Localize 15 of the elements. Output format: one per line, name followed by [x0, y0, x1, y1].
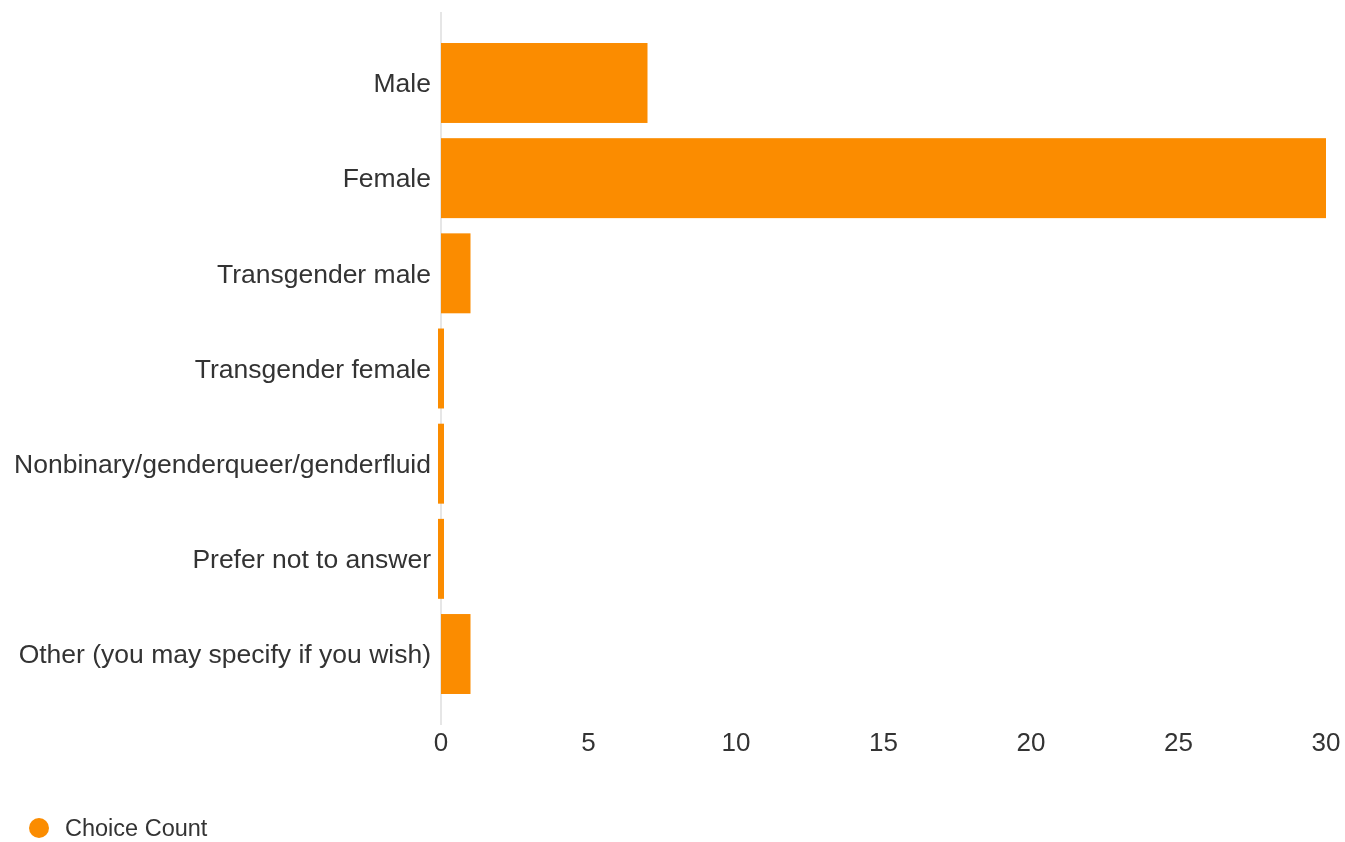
y-tick-label: Female: [342, 163, 431, 194]
x-tick-label: 30: [1311, 727, 1341, 758]
y-tick-label: Prefer not to answer: [192, 544, 432, 575]
y-tick-label: Nonbinary/genderqueer/genderfluid: [14, 448, 431, 479]
x-tick-label: 0: [433, 727, 449, 758]
x-tick-label: 25: [1164, 727, 1193, 758]
legend-label: Choice Count: [65, 815, 208, 842]
x-tick-label: 5: [581, 727, 596, 758]
y-tick-label: Male: [373, 68, 431, 99]
y-tick-label: Transgender female: [194, 353, 431, 384]
x-tick-label: 20: [1016, 727, 1046, 758]
y-tick-label: Transgender male: [216, 258, 431, 289]
y-tick-label: Other (you may specify if you wish): [18, 639, 431, 670]
x-tick-label: 15: [869, 727, 898, 758]
x-tick-label: 10: [721, 727, 751, 758]
